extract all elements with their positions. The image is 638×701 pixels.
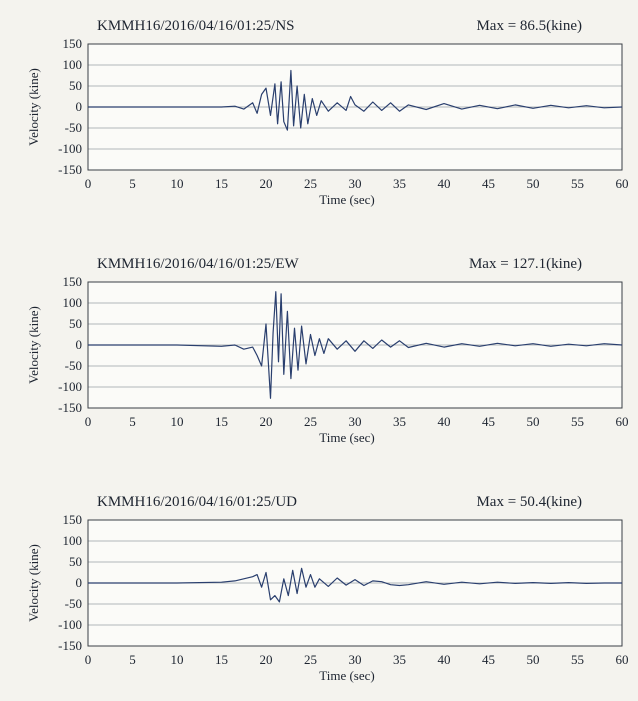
- y-tick-label: -50: [65, 358, 82, 373]
- y-axis-label: Velocity (kine): [26, 306, 41, 384]
- chart-title: KMMH16/2016/04/16/01:25/NS: [97, 18, 295, 34]
- y-tick-label: 50: [69, 554, 82, 569]
- x-tick-label: 60: [616, 652, 629, 667]
- x-tick-label: 20: [260, 414, 273, 429]
- x-tick-label: 10: [171, 176, 184, 191]
- y-tick-label: 100: [63, 57, 83, 72]
- chart-panel: KMMH16/2016/04/16/01:25/NS Max = 86.5(kin…: [0, 0, 638, 225]
- velocity-series-line: [88, 291, 623, 399]
- y-tick-label: 100: [63, 533, 83, 548]
- x-tick-label: 45: [482, 652, 495, 667]
- y-tick-label: 0: [76, 337, 83, 352]
- x-tick-label: 50: [527, 414, 540, 429]
- x-tick-label: 60: [616, 414, 629, 429]
- x-tick-label: 15: [215, 176, 228, 191]
- x-tick-label: 45: [482, 414, 495, 429]
- x-tick-label: 55: [571, 176, 584, 191]
- x-tick-label: 30: [349, 652, 362, 667]
- x-tick-label: 35: [393, 176, 406, 191]
- x-axis-label: Time (sec): [319, 192, 375, 207]
- x-tick-label: 0: [85, 176, 92, 191]
- x-tick-label: 50: [527, 652, 540, 667]
- x-tick-label: 25: [304, 176, 317, 191]
- x-tick-label: 0: [85, 414, 92, 429]
- y-tick-label: 150: [63, 36, 83, 51]
- x-tick-label: 40: [438, 652, 451, 667]
- chart-title: KMMH16/2016/04/16/01:25/UD: [97, 494, 297, 510]
- x-tick-label: 50: [527, 176, 540, 191]
- y-tick-label: -50: [65, 120, 82, 135]
- y-tick-label: 100: [63, 295, 83, 310]
- y-tick-label: 50: [69, 78, 82, 93]
- x-tick-label: 55: [571, 414, 584, 429]
- chart-title: KMMH16/2016/04/16/01:25/EW: [97, 256, 300, 272]
- x-tick-label: 40: [438, 176, 451, 191]
- y-tick-label: -100: [58, 617, 82, 632]
- max-label: Max = 50.4(kine): [476, 494, 582, 510]
- x-tick-label: 10: [171, 414, 184, 429]
- y-tick-label: -150: [58, 400, 82, 415]
- x-tick-label: 30: [349, 414, 362, 429]
- x-tick-label: 15: [215, 652, 228, 667]
- x-axis-label: Time (sec): [319, 430, 375, 445]
- chart-svg: KMMH16/2016/04/16/01:25/UD Max = 50.4(kin…: [26, 494, 629, 683]
- chart-panel: KMMH16/2016/04/16/01:25/UD Max = 50.4(kin…: [0, 476, 638, 701]
- x-axis-label: Time (sec): [319, 668, 375, 683]
- x-tick-label: 60: [616, 176, 629, 191]
- x-tick-label: 10: [171, 652, 184, 667]
- x-tick-label: 5: [129, 176, 136, 191]
- velocity-series-line: [88, 567, 622, 603]
- y-tick-label: -100: [58, 379, 82, 394]
- x-tick-label: 20: [260, 652, 273, 667]
- y-axis-label: Velocity (kine): [26, 68, 41, 146]
- y-tick-label: 0: [76, 99, 83, 114]
- velocity-series-line: [88, 69, 623, 131]
- y-tick-label: 0: [76, 575, 83, 590]
- x-tick-label: 45: [482, 176, 495, 191]
- chart-svg: KMMH16/2016/04/16/01:25/NS Max = 86.5(kin…: [26, 18, 629, 207]
- y-tick-label: -50: [65, 596, 82, 611]
- x-tick-label: 20: [260, 176, 273, 191]
- y-tick-label: 150: [63, 512, 83, 527]
- y-axis-label: Velocity (kine): [26, 544, 41, 622]
- x-tick-label: 40: [438, 414, 451, 429]
- y-tick-label: -150: [58, 638, 82, 653]
- x-tick-label: 35: [393, 414, 406, 429]
- x-tick-label: 35: [393, 652, 406, 667]
- max-label: Max = 86.5(kine): [476, 18, 582, 34]
- y-tick-label: -100: [58, 141, 82, 156]
- chart-panel: KMMH16/2016/04/16/01:25/EW Max = 127.1(ki…: [0, 238, 638, 463]
- x-tick-label: 55: [571, 652, 584, 667]
- x-tick-label: 25: [304, 414, 317, 429]
- y-tick-label: -150: [58, 162, 82, 177]
- y-tick-label: 50: [69, 316, 82, 331]
- x-tick-label: 25: [304, 652, 317, 667]
- x-tick-label: 0: [85, 652, 92, 667]
- x-tick-label: 30: [349, 176, 362, 191]
- chart-svg: KMMH16/2016/04/16/01:25/EW Max = 127.1(ki…: [26, 256, 629, 445]
- x-tick-label: 5: [129, 414, 136, 429]
- y-tick-label: 150: [63, 274, 83, 289]
- x-tick-label: 5: [129, 652, 136, 667]
- x-tick-label: 15: [215, 414, 228, 429]
- max-label: Max = 127.1(kine): [469, 256, 582, 272]
